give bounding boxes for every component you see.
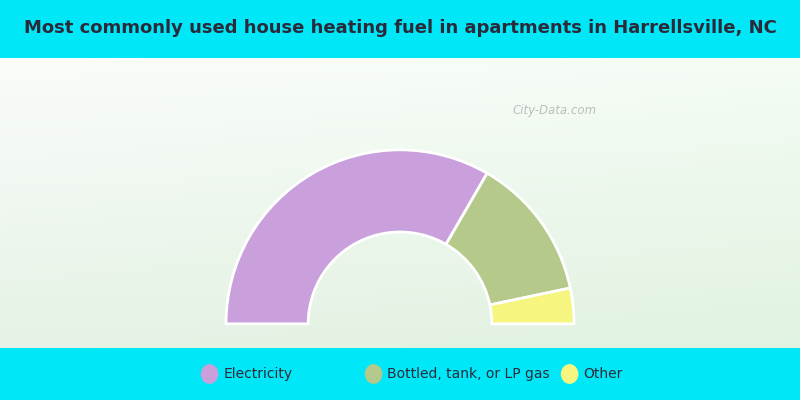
Ellipse shape <box>365 364 382 384</box>
Text: City-Data.com: City-Data.com <box>513 104 597 117</box>
Text: Other: Other <box>583 367 622 381</box>
Wedge shape <box>226 150 487 324</box>
Text: Electricity: Electricity <box>223 367 292 381</box>
Wedge shape <box>446 173 570 305</box>
Text: Bottled, tank, or LP gas: Bottled, tank, or LP gas <box>387 367 550 381</box>
Ellipse shape <box>201 364 218 384</box>
Ellipse shape <box>561 364 578 384</box>
Text: Most commonly used house heating fuel in apartments in Harrellsville, NC: Most commonly used house heating fuel in… <box>23 19 777 37</box>
Wedge shape <box>490 288 574 324</box>
